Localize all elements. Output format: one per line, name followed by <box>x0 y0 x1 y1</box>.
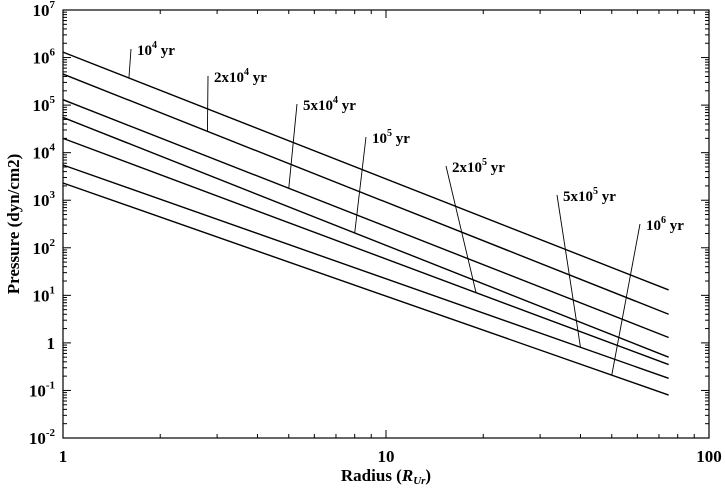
series-label: 2x104 yr <box>214 67 267 86</box>
y-tick-label: 10-2 <box>29 427 56 448</box>
leader-line <box>128 48 132 79</box>
x-tick-label: 1 <box>59 447 68 466</box>
y-tick-label: 106 <box>33 47 56 68</box>
series-line <box>62 182 669 396</box>
series-label: 105 yr <box>372 128 410 147</box>
y-tick-label: 107 <box>33 0 56 20</box>
y-tick-label: 1 <box>47 334 56 353</box>
series-line <box>62 164 669 379</box>
series-label: 2x105 yr <box>452 157 505 176</box>
y-tick-label: 103 <box>33 189 56 210</box>
leader-line <box>611 223 641 376</box>
series-line <box>62 73 669 315</box>
y-tick-label: 10-1 <box>29 379 55 400</box>
series-curves <box>62 51 669 396</box>
y-tick-label: 105 <box>33 94 56 115</box>
series-label: 5x104 yr <box>303 95 356 114</box>
series-label: 104 yr <box>137 40 175 59</box>
leader-line <box>445 165 477 293</box>
leader-line <box>556 194 581 348</box>
series-labels: 104 yr 2x104 yr 5x104 yr 105 yr 2x105 yr 5x10… <box>128 40 684 376</box>
series-label: 5x105 yr <box>563 186 616 205</box>
axis-ticks <box>62 9 709 439</box>
series-line <box>62 51 669 291</box>
series-line <box>62 137 669 366</box>
y-axis-label: Pressure (dyn/cm2) <box>4 154 23 295</box>
tick-labels: 1 10 100 10-2 10-1 1 101 102 103 104 105 106 107 <box>29 0 722 466</box>
series-label: 106 yr <box>646 215 684 234</box>
leader-line <box>354 136 367 233</box>
x-tick-label: 100 <box>696 447 722 466</box>
y-tick-label: 101 <box>33 284 56 305</box>
leader-line <box>288 103 298 189</box>
x-axis-label: Radius (RUr) <box>341 466 431 487</box>
series-line <box>62 99 669 339</box>
x-tick-label: 10 <box>378 447 395 466</box>
series-line <box>62 116 669 358</box>
y-tick-label: 104 <box>33 142 56 163</box>
leader-line <box>206 75 209 132</box>
y-tick-label: 102 <box>33 237 56 258</box>
